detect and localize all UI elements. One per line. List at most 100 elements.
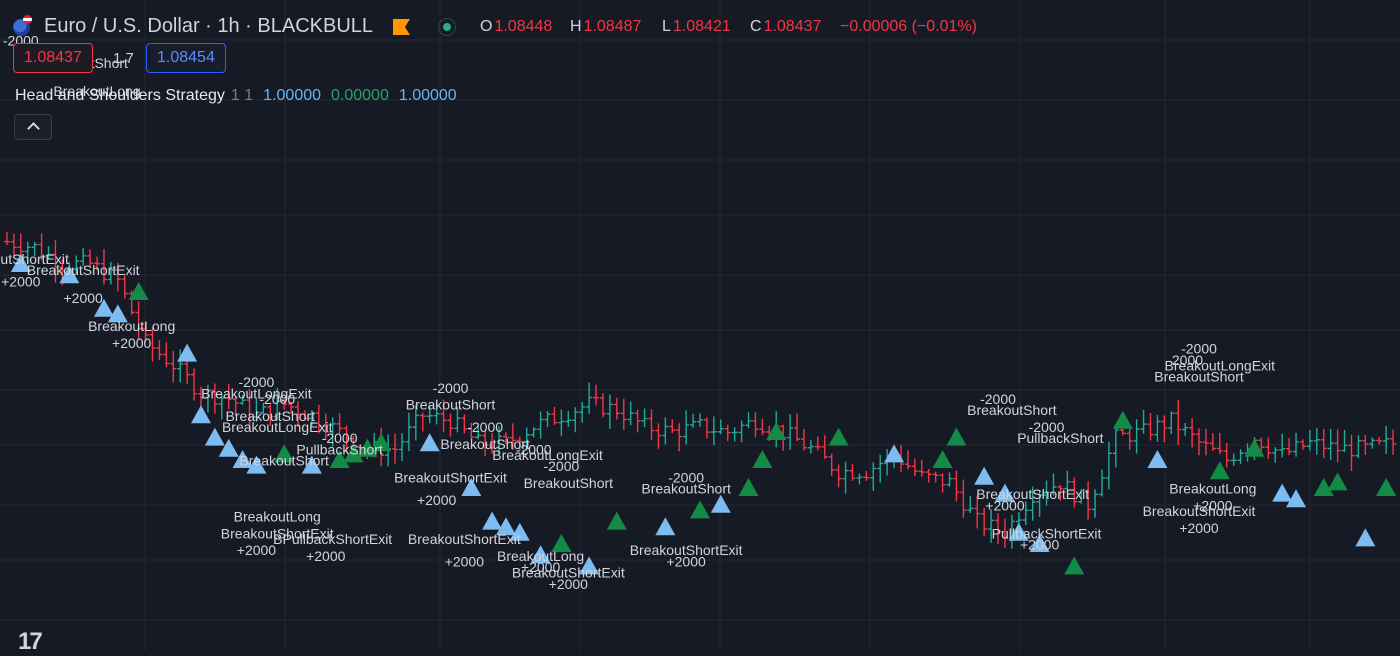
sell-button[interactable]: 1.08437 [13, 43, 93, 73]
trade-label: -2000 [543, 458, 579, 474]
trade-label: BreakoutShortExit [630, 542, 743, 558]
trade-label: -2000 [1029, 419, 1065, 435]
exit-marker [246, 455, 267, 474]
trade-label: BreakoutShortExit [27, 262, 140, 278]
bookmark-icon[interactable] [393, 19, 410, 35]
chevron-up-icon [27, 122, 40, 135]
indicator-legend[interactable]: Head and Shoulders Strategy 1 1 1.00000 0.0… [15, 87, 457, 105]
trade-label: -2000 [980, 391, 1016, 407]
exit-marker [218, 438, 239, 457]
long-entry-marker [766, 422, 787, 440]
ohlc-high-value: 1.08487 [583, 18, 642, 35]
trade-label: BreakoutShort [1154, 369, 1244, 385]
long-entry-marker [343, 444, 364, 463]
exit-marker [204, 427, 225, 446]
exit-marker [509, 522, 530, 541]
exit-marker [482, 511, 503, 530]
ohlc-close-key: C [750, 18, 762, 35]
indicator-name[interactable]: Head and Shoulders Strategy [15, 87, 225, 104]
exit-marker [884, 444, 905, 463]
exit-marker [190, 405, 211, 424]
exit-marker [461, 478, 482, 496]
ohlc-high-key: H [570, 18, 582, 35]
trade-label: +2000 [237, 542, 277, 558]
ohlc-open-key: O [480, 18, 493, 35]
long-entry-marker [932, 450, 953, 468]
trade-label: BPullbackShortExit [273, 531, 392, 547]
trade-label: -2000 [433, 380, 469, 396]
exit-marker [1029, 534, 1050, 552]
long-entry-marker [1313, 478, 1334, 496]
ohlc-low-key: L [662, 18, 671, 35]
exit-marker [93, 298, 114, 317]
exit-marker [974, 466, 995, 485]
exit-marker [530, 545, 551, 564]
collapse-legend-button[interactable] [14, 114, 52, 140]
long-entry-marker [606, 511, 627, 530]
long-entry-marker [329, 450, 350, 468]
trade-label: +2000 [985, 497, 1025, 513]
long-entry-marker [1327, 472, 1348, 491]
indicator-value-3: 1.00000 [398, 87, 457, 104]
tradingview-logo[interactable]: 17 [18, 628, 43, 655]
trade-label: BreakoutShort [239, 453, 329, 469]
exit-marker [1355, 528, 1376, 547]
exit-marker [1147, 450, 1168, 468]
trade-label: +2000 [1179, 520, 1219, 536]
trade-label: -2000 [322, 430, 358, 446]
strategy-markers [10, 254, 1397, 575]
long-entry-marker [828, 427, 849, 446]
trade-label: -2000 [259, 391, 295, 407]
trade-label: -2000 [467, 419, 503, 435]
trade-label: BreakoutShortExit [976, 486, 1089, 502]
market-open-status-icon[interactable] [438, 18, 456, 36]
exit-marker [419, 433, 440, 452]
exit-marker [59, 265, 80, 284]
trade-annotations: -2000BreakoutShortBreakoutLongutShortExi… [0, 33, 1275, 592]
exit-marker [301, 455, 322, 474]
symbol-title[interactable]: Euro / U.S. Dollar · 1h · BLACKBULL [44, 15, 374, 37]
trade-label: BreakoutShortExit [394, 469, 507, 485]
trade-label: -2000 [668, 469, 704, 485]
exit-marker [495, 517, 516, 536]
exit-marker [177, 343, 198, 362]
trade-label: PullbackShort [296, 441, 382, 457]
trade-label: BreakoutShort [641, 481, 731, 497]
ohlc-low-value: 1.08421 [672, 18, 731, 35]
ohlc-close: C 1.08437 [750, 18, 821, 36]
trade-label: BreakoutLong [234, 509, 321, 525]
ohlc-high: H 1.08487 [570, 18, 641, 36]
ohlc-low: L 1.08421 [662, 18, 731, 36]
indicator-value-1: 1.00000 [263, 87, 322, 104]
trade-label: -2000 [1181, 341, 1217, 357]
long-entry-marker [1209, 461, 1230, 480]
trade-label: +2000 [64, 290, 104, 306]
trade-label: +2000 [521, 559, 561, 575]
spread-value: 1.7 [113, 50, 134, 67]
long-entry-marker [357, 438, 378, 457]
trade-label: BreakoutShort [406, 397, 496, 413]
trade-label: BreakoutShort [440, 436, 530, 452]
indicator-value-2: 0.00000 [331, 87, 389, 104]
long-entry-marker [1244, 438, 1265, 457]
buy-button[interactable]: 1.08454 [146, 43, 226, 73]
long-entry-marker [551, 534, 572, 552]
trade-label: +2000 [417, 492, 457, 508]
trade-label: PullbackShortExit [992, 525, 1102, 541]
price-change: −0.00006 (−0.01%) [840, 18, 977, 36]
long-entry-marker [690, 500, 710, 519]
exit-marker [1286, 489, 1307, 508]
ohlc-close-value: 1.08437 [763, 18, 822, 35]
trade-label: BreakoutShortExit [408, 531, 521, 547]
exit-marker [1008, 522, 1029, 541]
trade-label: BreakoutLongExit [222, 419, 333, 435]
trade-label: BreakoutShort [524, 475, 614, 491]
trade-label: utShortExit [0, 251, 69, 267]
trade-label: BreakoutLong [53, 83, 140, 99]
trade-label: BreakoutLongExit [201, 385, 312, 401]
long-entry-marker [1064, 556, 1085, 575]
trade-label: +2000 [1193, 497, 1233, 513]
exit-marker [1272, 483, 1293, 502]
exit-marker [994, 483, 1015, 502]
